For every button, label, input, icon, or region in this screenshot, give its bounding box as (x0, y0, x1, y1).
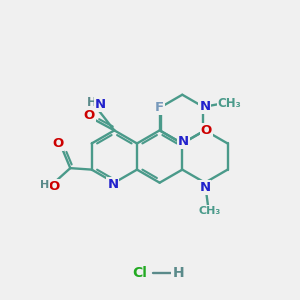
Text: Cl: Cl (132, 266, 147, 280)
Text: O: O (201, 124, 212, 137)
Text: O: O (52, 137, 63, 150)
Text: O: O (48, 180, 60, 194)
Text: H: H (40, 180, 49, 190)
Text: H: H (172, 266, 184, 280)
Text: N: N (107, 178, 118, 191)
Text: H: H (86, 96, 96, 109)
Text: N: N (199, 100, 210, 113)
Text: CH₃: CH₃ (218, 98, 241, 110)
Text: N: N (178, 136, 189, 148)
Text: N: N (95, 98, 106, 111)
Text: CH₃: CH₃ (198, 206, 220, 216)
Text: N: N (200, 181, 211, 194)
Text: F: F (155, 101, 164, 114)
Text: O: O (83, 109, 95, 122)
